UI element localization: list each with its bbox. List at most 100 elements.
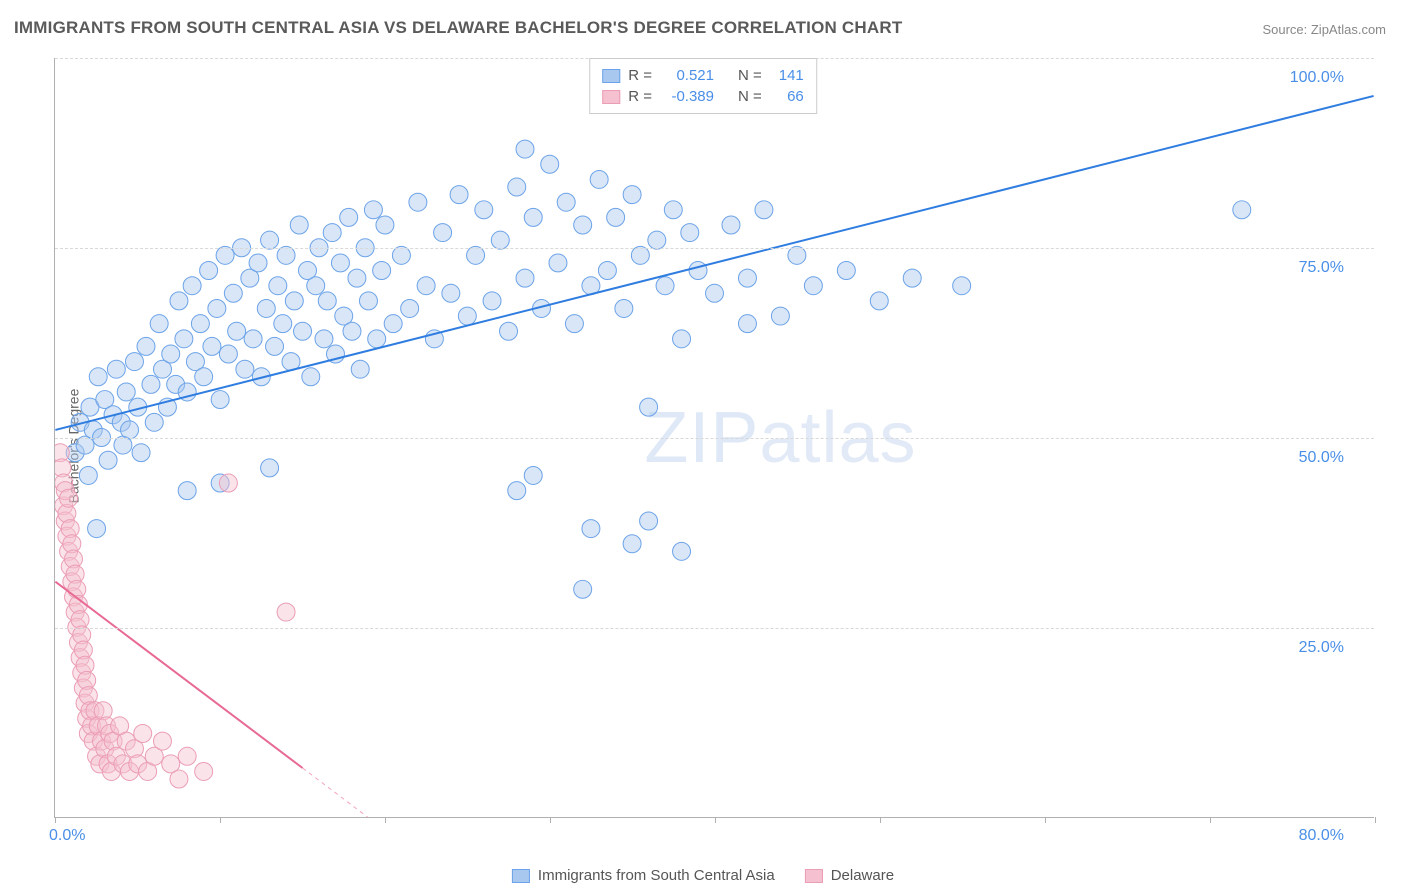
r-label: R =: [628, 67, 652, 84]
ytick-label: 25.0%: [1299, 639, 1344, 657]
data-point: [216, 246, 234, 264]
data-point: [738, 269, 756, 287]
data-point: [60, 489, 78, 507]
data-point: [277, 603, 295, 621]
data-point: [458, 307, 476, 325]
data-point: [442, 284, 460, 302]
data-point: [170, 770, 188, 788]
data-point: [401, 299, 419, 317]
data-point: [804, 277, 822, 295]
data-point: [384, 315, 402, 333]
data-point: [302, 368, 320, 386]
correlation-legend: R = 0.521 N = 141 R = -0.389 N = 66: [589, 58, 817, 114]
legend-row-series1: R = 0.521 N = 141: [602, 65, 804, 86]
data-point: [191, 315, 209, 333]
data-point: [574, 216, 592, 234]
data-point: [483, 292, 501, 310]
data-point: [266, 337, 284, 355]
data-point: [315, 330, 333, 348]
data-point: [274, 315, 292, 333]
data-point: [203, 337, 221, 355]
data-point: [623, 186, 641, 204]
data-point: [142, 375, 160, 393]
data-point: [134, 725, 152, 743]
data-point: [236, 360, 254, 378]
r-value: -0.389: [660, 88, 714, 105]
data-point: [89, 368, 107, 386]
data-point: [508, 482, 526, 500]
data-point: [953, 277, 971, 295]
data-point: [755, 201, 773, 219]
data-point: [722, 216, 740, 234]
data-point: [516, 269, 534, 287]
xtick: [550, 817, 551, 823]
data-point: [524, 466, 542, 484]
data-point: [318, 292, 336, 310]
data-point: [162, 345, 180, 363]
data-point: [673, 542, 691, 560]
data-point: [178, 482, 196, 500]
data-point: [409, 193, 427, 211]
data-point: [631, 246, 649, 264]
data-point: [376, 216, 394, 234]
n-value: 66: [770, 88, 804, 105]
data-point: [269, 277, 287, 295]
data-point: [392, 246, 410, 264]
data-point: [294, 322, 312, 340]
data-point: [640, 512, 658, 530]
data-point: [565, 315, 583, 333]
data-point: [491, 231, 509, 249]
n-label: N =: [738, 67, 762, 84]
data-point: [368, 330, 386, 348]
data-point: [541, 155, 559, 173]
data-point: [79, 466, 97, 484]
data-point: [1233, 201, 1251, 219]
gridline: [55, 438, 1374, 439]
data-point: [150, 315, 168, 333]
data-point: [343, 322, 361, 340]
data-point: [224, 284, 242, 302]
n-label: N =: [738, 88, 762, 105]
data-point: [153, 732, 171, 750]
data-point: [664, 201, 682, 219]
data-point: [170, 292, 188, 310]
data-point: [508, 178, 526, 196]
data-point: [359, 292, 377, 310]
ytick-label: 75.0%: [1299, 259, 1344, 277]
data-point: [175, 330, 193, 348]
chart-container: IMMIGRANTS FROM SOUTH CENTRAL ASIA VS DE…: [0, 0, 1406, 892]
data-point: [125, 353, 143, 371]
data-point: [219, 474, 237, 492]
data-point: [145, 413, 163, 431]
data-point: [117, 383, 135, 401]
xtick: [715, 817, 716, 823]
data-point: [475, 201, 493, 219]
data-point: [648, 231, 666, 249]
xtick: [385, 817, 386, 823]
data-point: [673, 330, 691, 348]
data-point: [615, 299, 633, 317]
data-point: [331, 254, 349, 272]
data-point: [261, 231, 279, 249]
data-point: [257, 299, 275, 317]
xtick-label: 80.0%: [1299, 827, 1344, 845]
data-point: [249, 254, 267, 272]
data-point: [121, 421, 139, 439]
xtick: [880, 817, 881, 823]
data-point: [450, 186, 468, 204]
data-point: [549, 254, 567, 272]
xtick: [1375, 817, 1376, 823]
data-point: [598, 262, 616, 280]
series-legend: Immigrants from South Central Asia Delaw…: [512, 867, 894, 884]
data-point: [195, 368, 213, 386]
data-point: [500, 322, 518, 340]
data-point: [574, 580, 592, 598]
data-point: [607, 208, 625, 226]
plot-area: ZIPatlas 25.0%50.0%75.0%100.0%0.0%80.0%: [54, 58, 1374, 818]
trend-line-extrapolated: [303, 768, 368, 817]
data-point: [434, 224, 452, 242]
data-point: [137, 337, 155, 355]
data-point: [290, 216, 308, 234]
data-point: [771, 307, 789, 325]
data-point: [178, 747, 196, 765]
